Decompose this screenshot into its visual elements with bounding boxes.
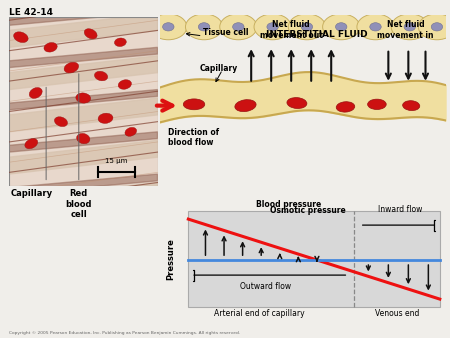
Ellipse shape — [254, 14, 291, 40]
Ellipse shape — [76, 134, 90, 144]
Ellipse shape — [118, 80, 131, 89]
Ellipse shape — [336, 23, 347, 31]
Ellipse shape — [162, 23, 174, 31]
Text: Osmotic pressure: Osmotic pressure — [270, 206, 346, 215]
Ellipse shape — [301, 23, 313, 31]
Polygon shape — [9, 183, 157, 216]
Text: INTERSTITIAL FLUID: INTERSTITIAL FLUID — [266, 30, 368, 39]
Text: Net fluid
movement in: Net fluid movement in — [377, 20, 434, 40]
Ellipse shape — [220, 14, 257, 40]
Ellipse shape — [336, 102, 355, 112]
Ellipse shape — [235, 100, 256, 112]
Ellipse shape — [25, 139, 38, 149]
Polygon shape — [9, 90, 157, 110]
Text: Blood pressure: Blood pressure — [256, 200, 321, 209]
Ellipse shape — [391, 14, 428, 40]
Text: 15 µm: 15 µm — [105, 158, 128, 164]
Ellipse shape — [183, 99, 205, 110]
Polygon shape — [9, 140, 157, 174]
Ellipse shape — [94, 71, 108, 81]
Polygon shape — [9, 47, 157, 68]
Polygon shape — [9, 98, 157, 132]
Ellipse shape — [288, 14, 325, 40]
Text: Red
blood
cell: Red blood cell — [66, 189, 92, 219]
Text: Capillary: Capillary — [200, 64, 238, 73]
Ellipse shape — [267, 23, 279, 31]
Ellipse shape — [98, 113, 113, 123]
Ellipse shape — [44, 43, 57, 52]
Ellipse shape — [14, 32, 28, 43]
Ellipse shape — [29, 88, 42, 98]
Ellipse shape — [185, 14, 223, 40]
Ellipse shape — [198, 23, 210, 31]
Text: Venous end: Venous end — [375, 309, 419, 318]
Text: LE 42-14: LE 42-14 — [9, 8, 53, 18]
Text: Inward flow: Inward flow — [378, 205, 422, 214]
Ellipse shape — [418, 14, 450, 40]
Ellipse shape — [431, 23, 443, 31]
Ellipse shape — [368, 99, 386, 110]
Polygon shape — [9, 174, 157, 194]
Ellipse shape — [233, 23, 244, 31]
Ellipse shape — [76, 93, 90, 103]
Ellipse shape — [64, 62, 79, 73]
Ellipse shape — [150, 14, 187, 40]
Bar — [188, 211, 440, 307]
Polygon shape — [9, 56, 157, 90]
Text: Capillary: Capillary — [10, 189, 53, 198]
Text: Arterial end of capillary: Arterial end of capillary — [215, 309, 305, 318]
Ellipse shape — [404, 23, 415, 31]
Ellipse shape — [125, 127, 137, 136]
Ellipse shape — [370, 23, 381, 31]
Polygon shape — [9, 0, 157, 5]
Ellipse shape — [403, 101, 420, 111]
Text: Outward flow: Outward flow — [240, 282, 291, 291]
Ellipse shape — [114, 38, 126, 47]
Ellipse shape — [357, 14, 394, 40]
Text: Net fluid
movement out: Net fluid movement out — [260, 20, 323, 40]
Text: Pressure: Pressure — [166, 238, 176, 280]
Ellipse shape — [323, 14, 360, 40]
Polygon shape — [9, 5, 157, 25]
Ellipse shape — [54, 117, 68, 127]
Text: Tissue cell: Tissue cell — [202, 28, 248, 37]
Ellipse shape — [287, 98, 307, 108]
Polygon shape — [9, 14, 157, 47]
Ellipse shape — [84, 29, 97, 39]
Text: Direction of
blood flow: Direction of blood flow — [168, 127, 220, 147]
Polygon shape — [9, 132, 157, 152]
Text: Copyright © 2005 Pearson Education, Inc. Publishing as Pearson Benjamin Cummings: Copyright © 2005 Pearson Education, Inc.… — [9, 331, 240, 335]
Polygon shape — [9, 216, 157, 237]
